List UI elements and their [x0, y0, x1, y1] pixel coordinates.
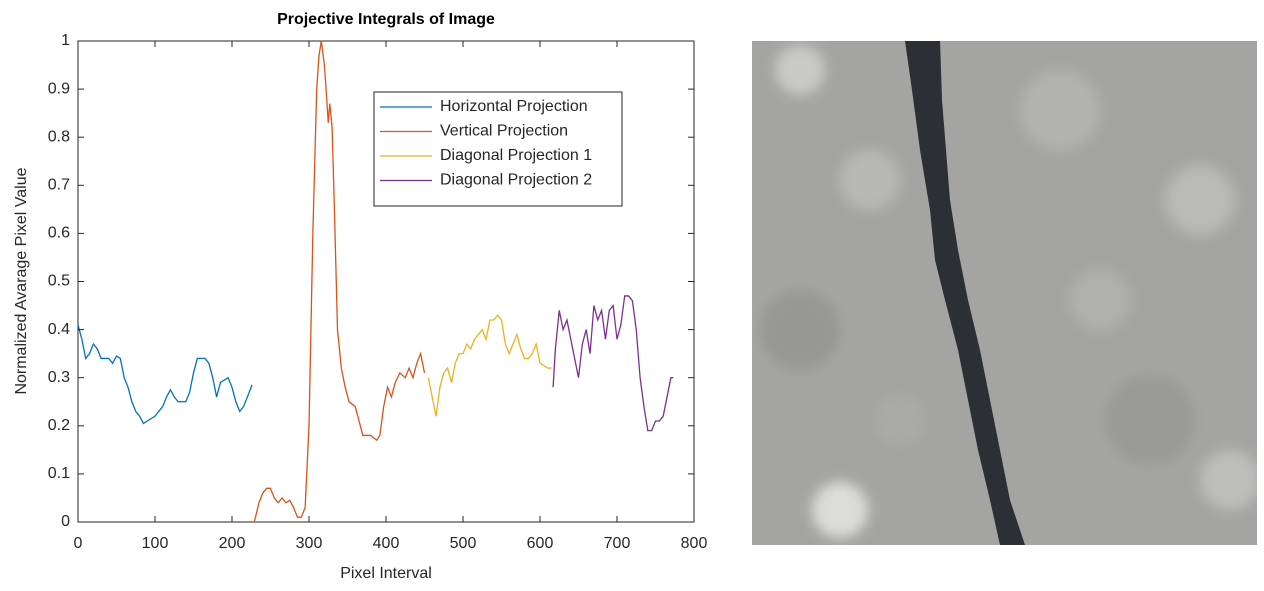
y-tick-label: 0.9 [48, 80, 70, 97]
y-tick-label: 0.3 [48, 369, 70, 386]
x-tick-label: 100 [142, 535, 169, 552]
x-axis-label: Pixel Interval [340, 565, 432, 582]
x-tick-label: 0 [74, 535, 83, 552]
photo [752, 41, 1257, 545]
x-tick-label: 300 [296, 535, 323, 552]
data-line [427, 314, 552, 417]
x-tick-label: 600 [527, 535, 554, 552]
x-tick-label: 800 [681, 535, 708, 552]
data-line [552, 295, 674, 432]
data-line [253, 40, 426, 523]
axes [77, 40, 695, 523]
y-tick-label: 0.2 [48, 417, 70, 434]
x-tick-label: 500 [450, 535, 477, 552]
legend-box [373, 91, 623, 207]
y-axis-label: Normalized Avarage Pixel Value [13, 167, 30, 394]
photo-texture [760, 45, 1257, 538]
photo-background [752, 41, 1257, 545]
x-tick-label: 400 [373, 535, 400, 552]
legend-label: Vertical Projection [440, 123, 568, 140]
y-tick-label: 0.5 [48, 273, 70, 290]
legend-label: Diagonal Projection 2 [440, 172, 592, 189]
chart-title: Projective Integrals of Image [277, 11, 495, 28]
y-tick-label: 0.6 [48, 225, 70, 242]
crack [905, 41, 1025, 545]
y-tick-label: 0.4 [48, 321, 70, 338]
y-tick-label: 0.7 [48, 177, 70, 194]
legend-label: Horizontal Projection [440, 98, 588, 115]
x-tick-label: 700 [604, 535, 631, 552]
legend-label: Diagonal Projection 1 [440, 147, 592, 164]
y-tick-label: 0.1 [48, 465, 70, 482]
data-line [77, 324, 253, 425]
y-tick-label: 1 [61, 32, 70, 49]
y-tick-label: 0.8 [48, 128, 70, 145]
y-tick-label: 0 [61, 513, 70, 530]
x-tick-label: 200 [219, 535, 246, 552]
